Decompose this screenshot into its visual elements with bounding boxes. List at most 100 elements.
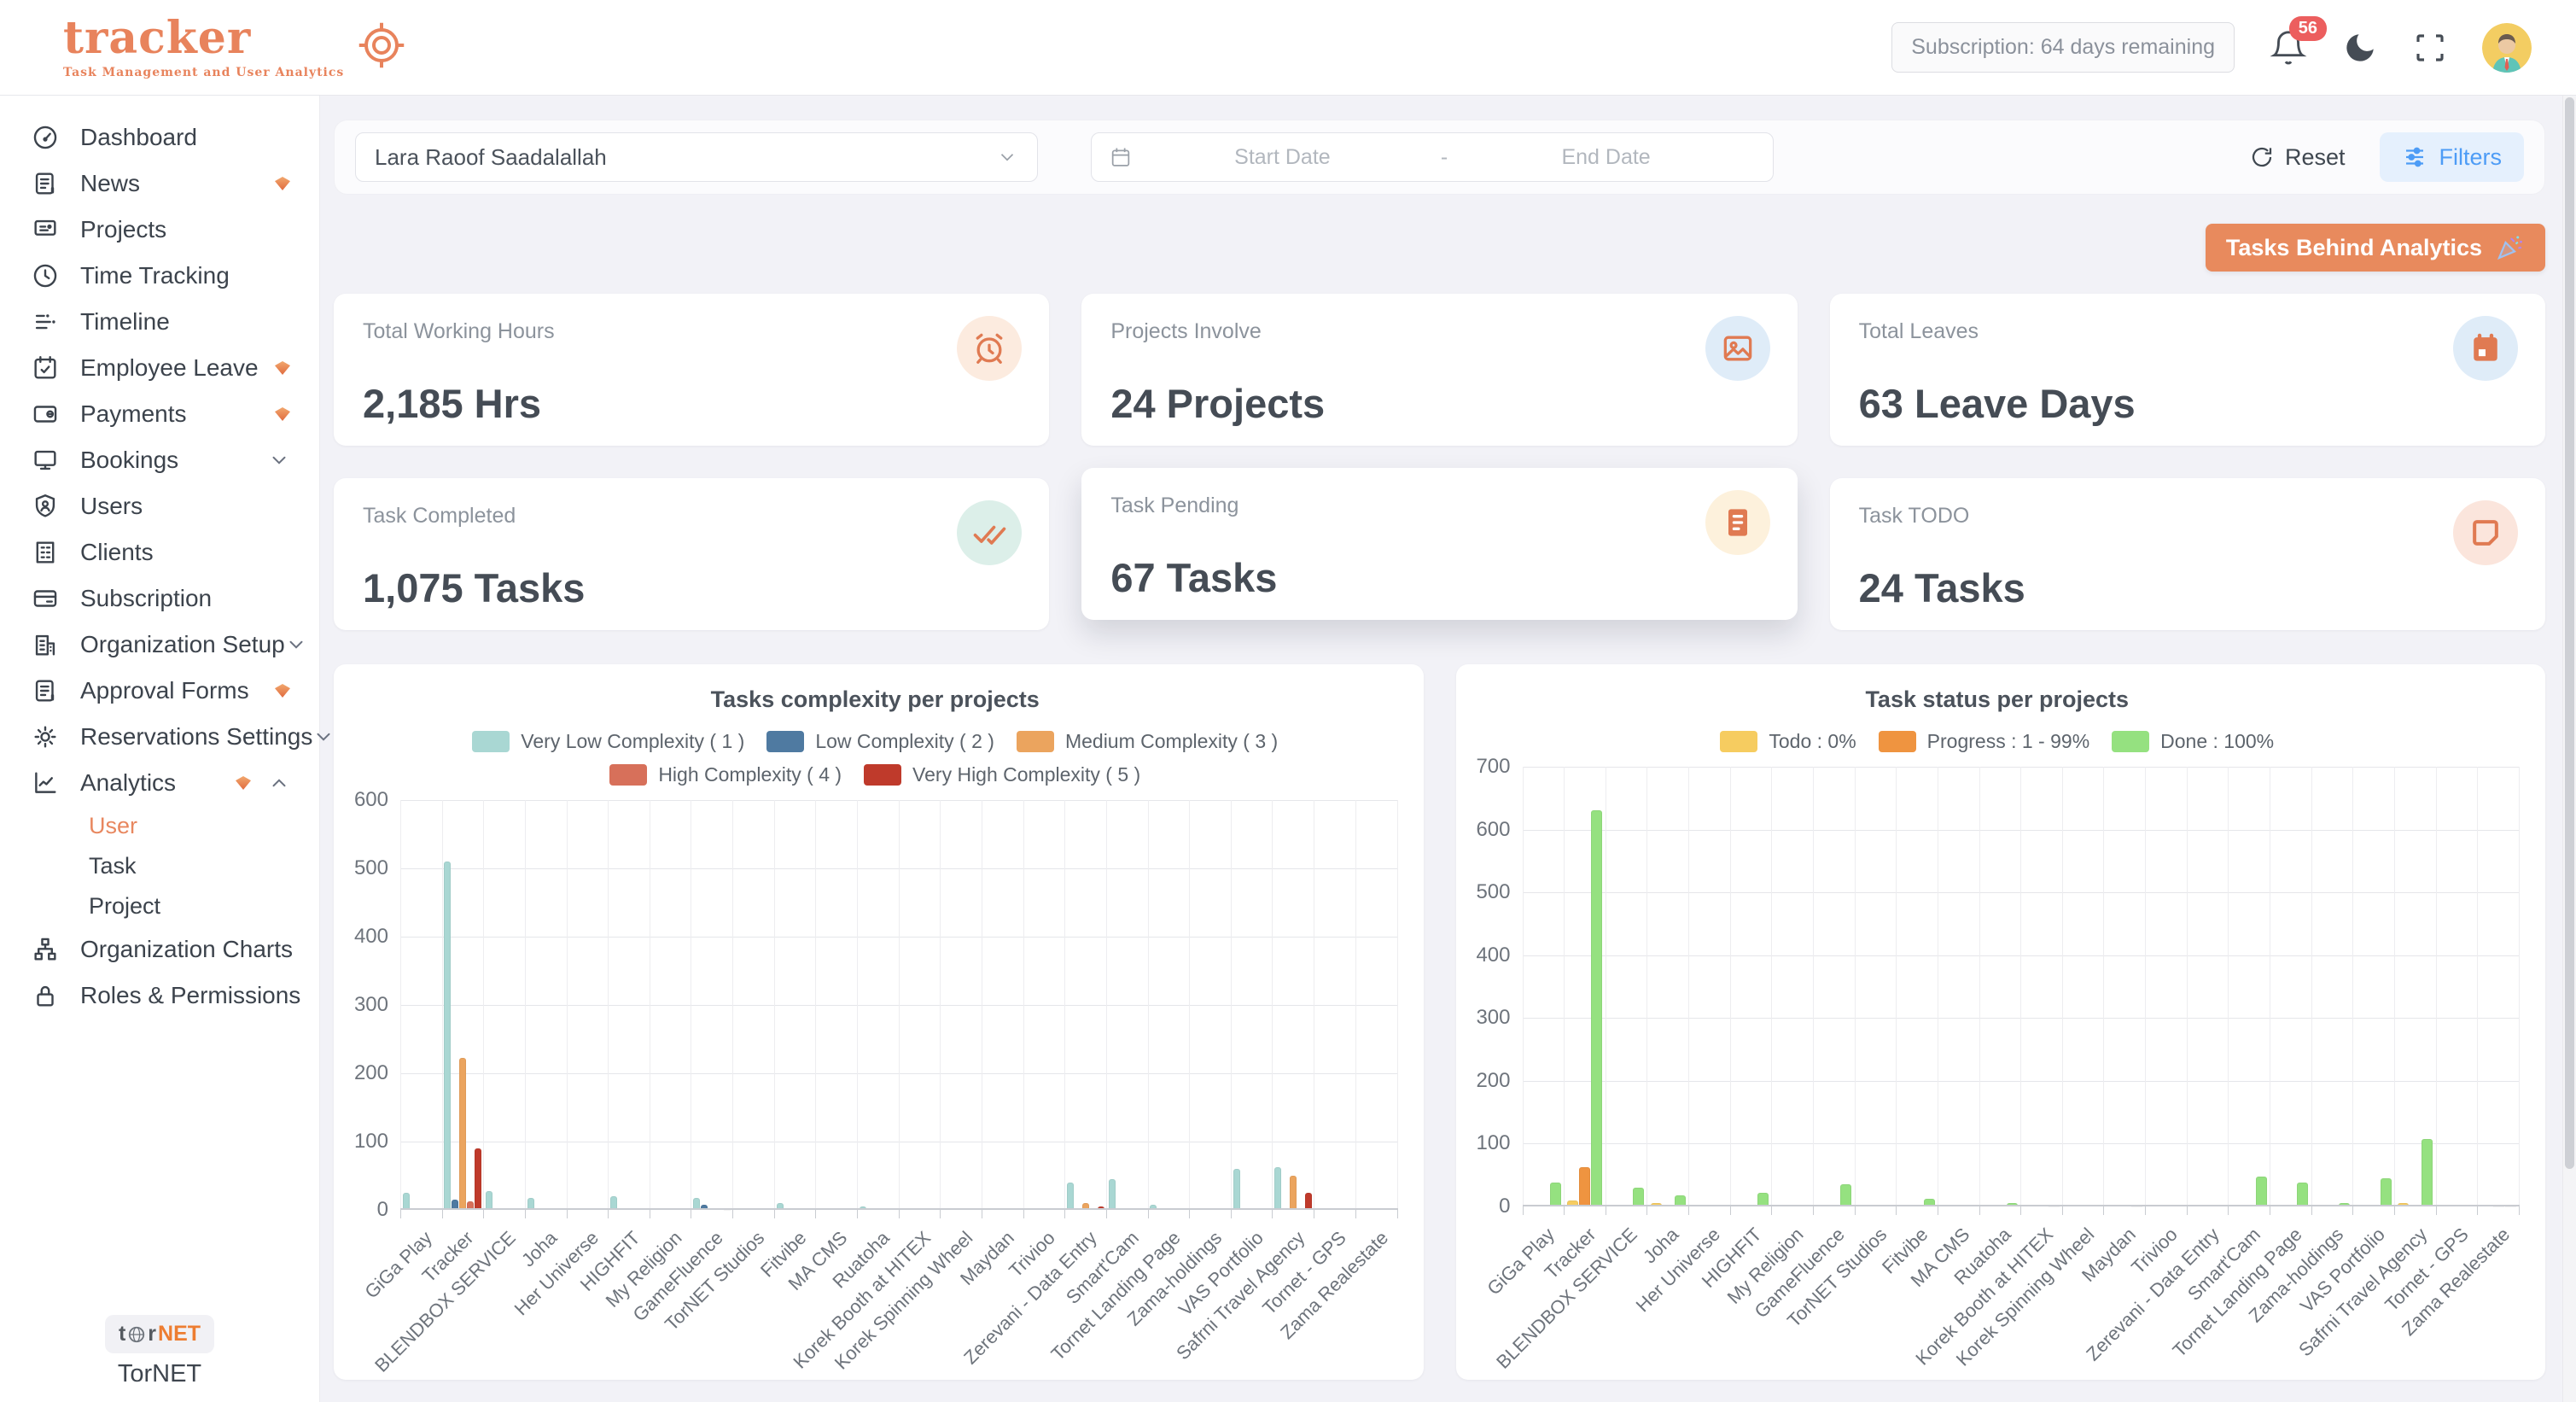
legend-item[interactable]: Very Low Complexity ( 1 ) <box>472 730 744 753</box>
legend-item[interactable]: Medium Complexity ( 3 ) <box>1016 730 1278 753</box>
bar[interactable] <box>610 1196 618 1210</box>
bar[interactable] <box>527 1198 534 1210</box>
bar[interactable] <box>708 1208 716 1210</box>
bar-group <box>2270 767 2311 1206</box>
bar[interactable] <box>2297 1183 2309 1206</box>
bar[interactable] <box>2338 1203 2350 1206</box>
bar[interactable] <box>1757 1193 1769 1206</box>
tasks-behind-analytics-button[interactable]: Tasks Behind Analytics <box>2205 224 2545 272</box>
sidebar-item-payments[interactable]: Payments <box>0 391 319 437</box>
bar[interactable] <box>1274 1167 1282 1210</box>
sidebar-item-news[interactable]: News <box>0 161 319 207</box>
bar[interactable] <box>724 1209 731 1210</box>
bar[interactable] <box>467 1201 475 1210</box>
bar[interactable] <box>568 1208 576 1210</box>
bar[interactable] <box>2006 1203 2018 1206</box>
bar[interactable] <box>486 1191 493 1210</box>
sidebar-item-bookings[interactable]: Bookings <box>0 437 319 483</box>
bar[interactable] <box>1633 1188 1645 1206</box>
sidebar-subitem-user[interactable]: User <box>89 813 138 838</box>
sidebar-item-reservations-settings[interactable]: Reservations Settings <box>0 714 330 760</box>
bar[interactable] <box>2172 1205 2184 1206</box>
bar[interactable] <box>1098 1206 1105 1210</box>
fullscreen-button[interactable] <box>2412 30 2448 66</box>
bar-group <box>1979 767 2021 1206</box>
filter-bar: Lara Raoof Saadalallah Start Date - End … <box>334 120 2545 195</box>
bar[interactable] <box>1923 1199 1935 1206</box>
bar[interactable] <box>1150 1205 1157 1210</box>
reset-button[interactable]: Reset <box>2249 144 2346 171</box>
sidebar-item-analytics[interactable]: Analytics <box>0 760 319 806</box>
user-avatar[interactable] <box>2482 22 2532 73</box>
sidebar-subitem-task[interactable]: Task <box>89 853 137 879</box>
bar[interactable] <box>1579 1167 1591 1206</box>
bar[interactable] <box>459 1058 467 1210</box>
bar[interactable] <box>701 1205 708 1210</box>
sidebar-item-employee-leave[interactable]: Employee Leave <box>0 345 319 391</box>
bar[interactable] <box>444 862 452 1210</box>
bar[interactable] <box>693 1198 701 1210</box>
sidebar-item-approval-forms[interactable]: Approval Forms <box>0 668 319 714</box>
bar-group <box>524 800 567 1210</box>
sidebar-item-organization-charts[interactable]: Organization Charts <box>0 926 319 973</box>
bar[interactable] <box>1108 1179 1116 1210</box>
sidebar-item-projects[interactable]: Projects <box>0 207 319 253</box>
bar[interactable] <box>1290 1176 1297 1210</box>
timeline-icon <box>31 307 60 336</box>
bar[interactable] <box>1082 1203 1090 1210</box>
bar[interactable] <box>1305 1193 1313 1210</box>
sidebar-subitem-project[interactable]: Project <box>89 893 161 919</box>
filters-button[interactable]: Filters <box>2379 132 2524 182</box>
page-scrollbar[interactable] <box>2562 96 2576 1402</box>
bar[interactable] <box>2380 1178 2392 1206</box>
sidebar-item-subscription[interactable]: Subscription <box>0 575 319 622</box>
bar[interactable] <box>1388 1208 1396 1210</box>
bar[interactable] <box>1567 1200 1579 1206</box>
bar[interactable] <box>859 1206 866 1210</box>
sidebar-item-users[interactable]: Users <box>0 483 319 529</box>
dark-mode-toggle[interactable] <box>2342 30 2378 66</box>
sidebar-item-time-tracking[interactable]: Time Tracking <box>0 253 319 299</box>
date-range-input[interactable]: Start Date - End Date <box>1091 132 1774 182</box>
image-icon <box>1705 316 1770 381</box>
user-select[interactable]: Lara Raoof Saadalallah <box>355 132 1038 182</box>
legend-item[interactable]: Todo : 0% <box>1720 730 1856 753</box>
bar[interactable] <box>1373 1208 1380 1210</box>
legend-item[interactable]: High Complexity ( 4 ) <box>609 763 842 786</box>
notifications-button[interactable]: 56 <box>2269 15 2327 67</box>
chart-legend: Very Low Complexity ( 1 ) Low Complexity … <box>371 730 1378 786</box>
legend-item[interactable]: Very High Complexity ( 5 ) <box>864 763 1140 786</box>
bar[interactable] <box>1233 1169 1240 1210</box>
bar[interactable] <box>1650 1203 1662 1206</box>
legend-item[interactable]: Done : 100% <box>2112 730 2274 753</box>
lock-icon <box>31 981 60 1010</box>
legend-item[interactable]: Low Complexity ( 2 ) <box>766 730 994 753</box>
bar[interactable] <box>776 1203 784 1210</box>
sidebar-item-timeline[interactable]: Timeline <box>0 299 319 345</box>
bar[interactable] <box>626 1208 633 1210</box>
bar[interactable] <box>1025 1208 1033 1210</box>
sidebar-item-clients[interactable]: Clients <box>0 529 319 575</box>
bar[interactable] <box>2422 1139 2433 1206</box>
bar[interactable] <box>402 1193 410 1210</box>
bar[interactable] <box>1591 810 1603 1206</box>
bar[interactable] <box>1549 1183 1561 1206</box>
legend-item[interactable]: Progress : 1 - 99% <box>1878 730 2089 753</box>
scrollbar-thumb[interactable] <box>2565 97 2574 1169</box>
bar[interactable] <box>1840 1184 1852 1206</box>
sidebar-item-roles-permissions[interactable]: Roles & Permissions <box>0 973 319 1019</box>
sidebar-item-dashboard[interactable]: Dashboard <box>0 114 319 161</box>
tornet-logo-net: NET <box>158 1322 201 1346</box>
bar[interactable] <box>2398 1203 2410 1206</box>
bar[interactable] <box>1674 1195 1686 1206</box>
sidebar-item-organization-setup[interactable]: Organization Setup <box>0 622 319 668</box>
bar[interactable] <box>2462 1205 2474 1206</box>
bar-group <box>1688 767 1730 1206</box>
bar[interactable] <box>2255 1177 2267 1206</box>
bar[interactable] <box>1067 1183 1075 1210</box>
plot-area <box>400 800 1398 1210</box>
app-logo[interactable]: tracker Task Management and User Analyti… <box>63 15 407 79</box>
tasks-behind-analytics-label: Tasks Behind Analytics <box>2225 234 2482 260</box>
bar[interactable] <box>452 1200 459 1210</box>
bar[interactable] <box>475 1148 482 1210</box>
